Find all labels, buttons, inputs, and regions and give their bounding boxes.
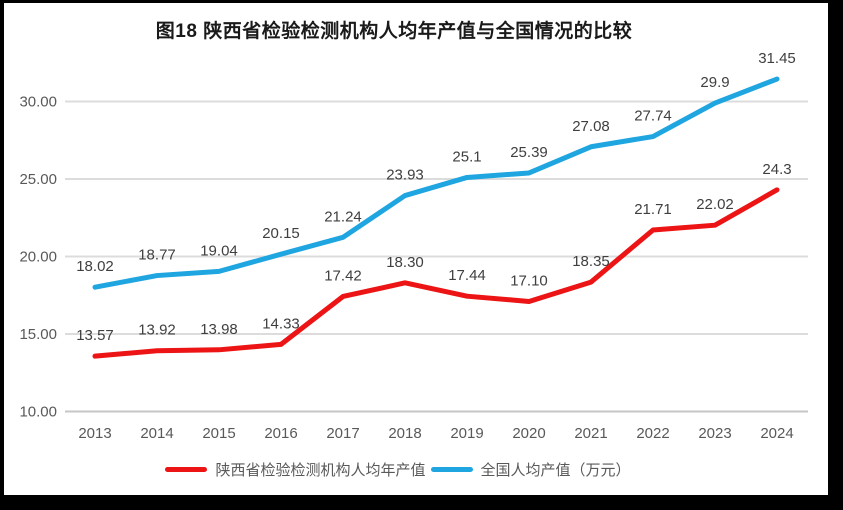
line-chart: 10.00 15.00 20.00 25.00 30.00 2013 2014 2015 201…	[19, 50, 808, 442]
chart-title: 图18 陕西省检验检测机构人均年产值与全国情况的比较	[155, 21, 633, 42]
y-tick-label: 25.00	[19, 171, 57, 188]
data-label: 25.1	[452, 148, 481, 165]
x-axis-label: 2016	[264, 425, 297, 442]
legend-swatch-shaanxi	[165, 467, 208, 472]
data-label: 17.10	[510, 272, 548, 289]
data-label: 19.04	[200, 242, 238, 259]
data-label: 22.02	[696, 196, 734, 213]
legend-item-national: 全国人均产值（万元）	[430, 459, 631, 480]
legend: 陕西省检验检测机构人均年产值 全国人均产值（万元）	[0, 459, 810, 480]
legend-item-shaanxi: 陕西省检验检测机构人均年产值	[165, 459, 426, 480]
y-tick-label: 10.00	[19, 404, 57, 421]
data-label: 17.44	[448, 267, 486, 284]
series-line-1	[92, 76, 780, 290]
legend-swatch-national	[430, 467, 473, 472]
data-label: 27.74	[634, 108, 672, 125]
y-tick-label: 30.00	[19, 94, 57, 111]
x-axis-label: 2013	[78, 425, 111, 442]
data-label: 29.9	[700, 74, 729, 91]
data-label: 13.57	[76, 327, 114, 344]
x-axis-label: 2014	[140, 425, 173, 442]
x-axis-label: 2017	[326, 425, 359, 442]
data-label: 13.92	[138, 322, 176, 339]
y-tick-label: 15.00	[19, 326, 57, 343]
x-axis-label: 2023	[698, 425, 731, 442]
data-label: 31.45	[758, 50, 796, 67]
x-axis-label: 2021	[574, 425, 607, 442]
legend-label-shaanxi: 陕西省检验检测机构人均年产值	[215, 462, 426, 479]
x-axis-label: 2015	[202, 425, 235, 442]
data-label: 20.15	[262, 225, 300, 242]
series-line-0	[92, 187, 780, 359]
x-axis-label: 2024	[760, 425, 793, 442]
legend-label-national: 全国人均产值（万元）	[480, 462, 631, 479]
x-axis-label: 2018	[388, 425, 421, 442]
data-label: 21.71	[634, 201, 672, 218]
data-label: 18.77	[138, 247, 176, 264]
data-label: 24.3	[762, 161, 791, 178]
data-label: 18.02	[76, 258, 114, 275]
data-label: 13.98	[200, 321, 238, 338]
chart-panel: 图18 陕西省检验检测机构人均年产值与全国情况的比较 10.00 15.00 20.…	[4, 3, 828, 495]
data-label: 14.33	[262, 315, 300, 332]
y-tick-label: 20.00	[19, 249, 57, 266]
data-label: 18.30	[386, 254, 424, 271]
data-label: 18.35	[572, 253, 610, 270]
x-axis-label: 2019	[450, 425, 483, 442]
x-axis-label: 2020	[512, 425, 545, 442]
data-label: 21.24	[324, 208, 362, 225]
data-label: 17.42	[324, 267, 362, 284]
data-label: 23.93	[386, 167, 424, 184]
data-label: 25.39	[510, 144, 548, 161]
data-label: 27.08	[572, 118, 610, 135]
x-axis-label: 2022	[636, 425, 669, 442]
